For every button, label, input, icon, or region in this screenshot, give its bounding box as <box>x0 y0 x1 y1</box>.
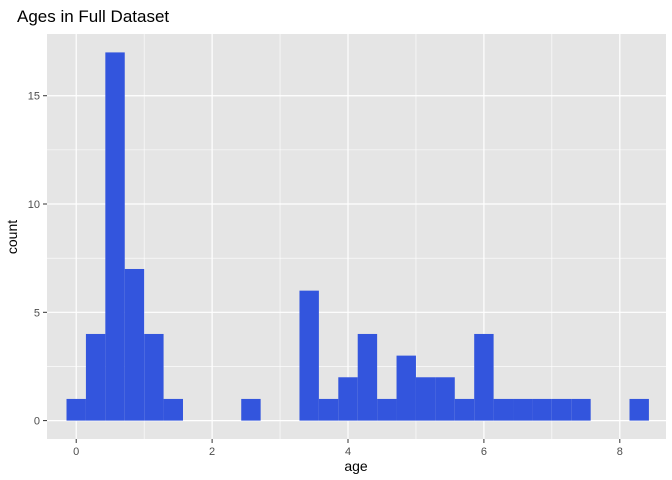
x-tick-label: 2 <box>209 446 215 458</box>
histogram-bar <box>144 333 164 421</box>
histogram-bar <box>105 52 125 421</box>
histogram-bar <box>551 398 572 421</box>
minor-gridlines <box>47 34 666 439</box>
histogram-bar <box>163 398 183 421</box>
histogram-bar <box>513 398 533 421</box>
histogram-bar <box>435 377 455 421</box>
histogram-bar <box>396 355 416 421</box>
histogram-bars <box>66 52 649 421</box>
histogram-bar <box>532 398 552 421</box>
histogram-bar <box>318 398 339 421</box>
histogram-bar <box>66 398 86 421</box>
histogram-bar <box>415 377 436 421</box>
histogram-bar <box>474 333 494 421</box>
y-tick-label: 5 <box>34 307 40 319</box>
histogram-bar <box>124 268 145 421</box>
histogram-bar <box>299 290 319 421</box>
histogram-bar <box>493 398 514 421</box>
y-tick-label: 10 <box>28 199 40 211</box>
y-axis: 0 5 10 15 <box>28 91 47 428</box>
x-axis: 0 2 4 6 8 <box>73 439 623 458</box>
x-tick-label: 8 <box>617 446 623 458</box>
histogram-bar <box>85 333 106 421</box>
x-tick-label: 4 <box>345 446 351 458</box>
y-tick-label: 0 <box>34 416 40 428</box>
histogram-bar <box>629 398 649 421</box>
x-axis-title: age <box>344 458 368 474</box>
x-tick-label: 6 <box>481 446 487 458</box>
histogram-bar <box>454 398 475 421</box>
chart-title: Ages in Full Dataset <box>17 7 169 26</box>
y-axis-title: count <box>4 220 20 254</box>
histogram-bar <box>241 398 261 421</box>
histogram-bar <box>571 398 591 421</box>
histogram-bar <box>338 377 358 421</box>
y-tick-label: 15 <box>28 91 40 103</box>
histogram-bar <box>357 333 378 421</box>
histogram-bar <box>377 398 397 421</box>
x-tick-label: 0 <box>73 446 79 458</box>
